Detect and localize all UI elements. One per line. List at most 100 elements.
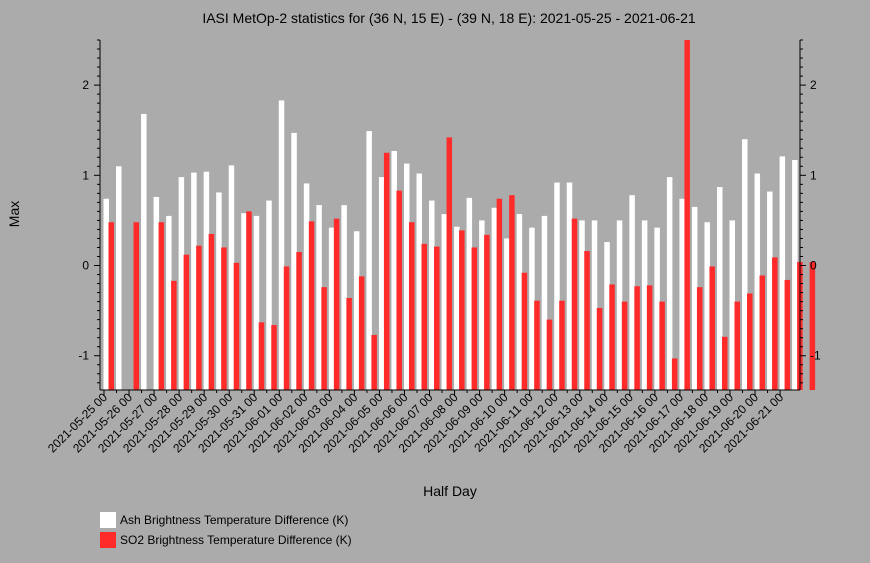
bar-ash-18: [328, 227, 335, 390]
y-tick-label-right: 1: [810, 168, 817, 182]
bar-so2-9: [221, 247, 227, 390]
y-tick-label-right: -1: [810, 349, 821, 363]
y-tick-label-left: 2: [82, 78, 89, 92]
bar-ash-52: [754, 173, 761, 390]
bar-ash-24: [403, 163, 410, 390]
bar-ash-5: [166, 215, 172, 390]
bar-so2-35: [546, 319, 553, 390]
bar-ash-54: [779, 156, 786, 390]
bar-so2-56: [809, 261, 816, 390]
bar-ash-27: [441, 214, 448, 390]
bar-so2-20: [358, 276, 365, 390]
bar-ash-49: [716, 187, 723, 390]
bar-so2-17: [321, 287, 327, 390]
bar-ash-20: [353, 231, 360, 390]
bar-ash-7: [191, 172, 197, 390]
legend-item-so2: SO2 Brightness Temperature Difference (K…: [100, 532, 352, 548]
legend-label-so2: SO2 Brightness Temperature Difference (K…: [120, 533, 352, 547]
y-tick-label-right: 0: [810, 259, 817, 273]
bar-so2-29: [471, 247, 478, 390]
bar-ash-43: [641, 220, 648, 390]
y-tick-label-left: 0: [82, 259, 89, 273]
bar-ash-38: [579, 220, 585, 390]
bar-so2-52: [759, 275, 766, 390]
bar-so2-14: [283, 266, 290, 390]
bar-so2-7: [196, 245, 202, 390]
bar-ash-30: [479, 220, 485, 390]
bar-ash-23: [391, 150, 397, 390]
bar-so2-36: [559, 300, 565, 390]
bar-so2-40: [609, 284, 615, 390]
bar-ash-6: [178, 177, 185, 390]
bar-so2-2: [133, 222, 140, 390]
y-tick-label-left: -1: [78, 349, 89, 363]
bar-ash-51: [742, 139, 748, 390]
bar-ash-31: [491, 207, 498, 390]
bar-so2-23: [396, 190, 402, 390]
bar-ash-34: [529, 227, 535, 390]
bar-ash-4: [153, 196, 160, 390]
bar-so2-51: [747, 293, 753, 390]
bar-so2-8: [208, 233, 215, 390]
y-tick-label-right: 2: [810, 78, 817, 92]
bar-ash-10: [228, 165, 235, 390]
bar-ash-35: [541, 215, 548, 390]
bar-ash-3: [141, 113, 147, 390]
bar-so2-45: [671, 358, 678, 390]
bar-so2-22: [383, 152, 390, 390]
bar-ash-17: [316, 205, 322, 390]
bar-so2-15: [296, 251, 302, 390]
bar-ash-36: [554, 182, 560, 390]
bar-so2-43: [646, 285, 653, 390]
bar-so2-49: [721, 336, 728, 390]
bar-so2-54: [784, 279, 791, 390]
bar-so2-41: [621, 301, 628, 390]
bar-so2-32: [509, 195, 515, 390]
bar-ash-0: [103, 198, 109, 390]
bar-ash-50: [729, 220, 735, 390]
bar-so2-24: [408, 222, 415, 390]
bar-ash-12: [253, 215, 260, 390]
bar-ash-21: [366, 131, 372, 391]
bar-so2-30: [484, 234, 490, 390]
bar-ash-32: [504, 238, 510, 390]
bar-ash-47: [691, 206, 698, 390]
bar-ash-14: [278, 100, 285, 390]
bar-ash-48: [704, 222, 710, 390]
bar-so2-0: [108, 222, 114, 390]
legend-swatch-so2: [100, 532, 116, 548]
bar-so2-21: [371, 334, 377, 390]
bar-so2-27: [446, 137, 453, 390]
y-tick-label-left: 1: [82, 168, 89, 182]
bar-ash-53: [767, 191, 773, 390]
bar-ash-13: [266, 200, 272, 390]
bar-so2-48: [709, 266, 715, 390]
bar-so2-47: [696, 287, 703, 390]
bar-ash-26: [429, 200, 435, 390]
bar-ash-46: [679, 198, 685, 390]
legend-label-ash: Ash Brightness Temperature Difference (K…: [120, 513, 348, 527]
bar-ash-15: [291, 132, 297, 390]
bar-so2-13: [271, 325, 277, 390]
bar-ash-22: [378, 177, 385, 390]
bar-ash-44: [654, 227, 660, 390]
bar-so2-26: [434, 246, 440, 390]
bar-so2-38: [584, 251, 590, 390]
bar-so2-31: [496, 198, 503, 390]
bar-ash-37: [566, 182, 573, 390]
bar-so2-34: [534, 300, 540, 390]
bar-ash-25: [416, 173, 422, 390]
bar-so2-5: [171, 280, 177, 390]
bar-so2-33: [521, 272, 528, 390]
chart-title: IASI MetOp-2 statistics for (36 N, 15 E)…: [202, 10, 696, 26]
legend: Ash Brightness Temperature Difference (K…: [100, 512, 352, 548]
legend-item-ash: Ash Brightness Temperature Difference (K…: [100, 512, 348, 528]
bar-ash-41: [616, 220, 623, 390]
bar-ash-42: [629, 195, 635, 390]
bar-so2-10: [233, 262, 240, 390]
x-axis-label: Half Day: [423, 483, 477, 499]
y-axis-label: Max: [6, 201, 22, 227]
bar-ash-8: [203, 171, 210, 390]
